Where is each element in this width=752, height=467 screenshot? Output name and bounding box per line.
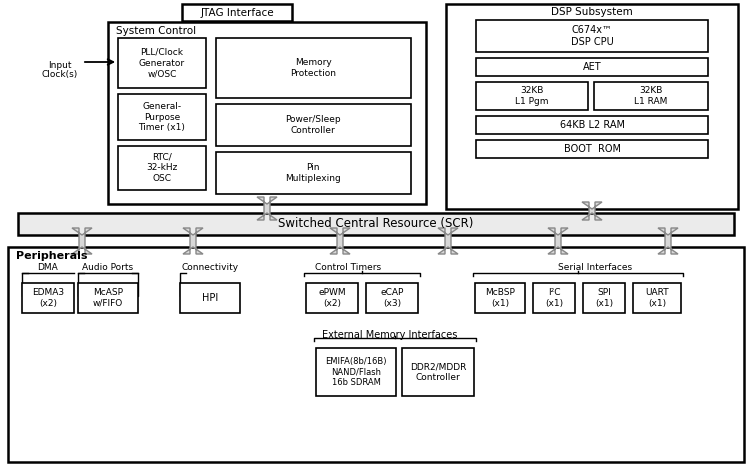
- Bar: [366, 283, 418, 313]
- Bar: [306, 283, 358, 313]
- Text: EMIFA(8b/16B)
NAND/Flash
16b SDRAM: EMIFA(8b/16B) NAND/Flash 16b SDRAM: [326, 357, 387, 387]
- Polygon shape: [548, 228, 568, 254]
- Text: 32KB
L1 Pgm: 32KB L1 Pgm: [515, 86, 549, 106]
- Text: System Control: System Control: [116, 26, 196, 36]
- Text: RTC/
32-kHz
OSC: RTC/ 32-kHz OSC: [147, 153, 177, 183]
- Text: C674x™
DSP CPU: C674x™ DSP CPU: [571, 25, 614, 47]
- Bar: [594, 82, 708, 110]
- Bar: [476, 58, 708, 76]
- Text: SPI
(x1): SPI (x1): [595, 288, 613, 308]
- Polygon shape: [257, 197, 277, 220]
- Bar: [583, 283, 625, 313]
- Bar: [118, 94, 206, 140]
- Text: Input: Input: [48, 62, 71, 71]
- Polygon shape: [582, 202, 602, 220]
- Bar: [22, 283, 74, 313]
- Text: Clock(s): Clock(s): [42, 70, 78, 78]
- Text: Peripherals: Peripherals: [16, 251, 87, 261]
- Bar: [316, 348, 396, 396]
- Bar: [216, 152, 411, 194]
- Bar: [475, 283, 525, 313]
- Bar: [476, 140, 708, 158]
- Bar: [8, 247, 744, 462]
- Bar: [476, 116, 708, 134]
- Text: DDR2/MDDR
Controller: DDR2/MDDR Controller: [410, 362, 466, 382]
- Text: McASP
w/FIFO: McASP w/FIFO: [93, 288, 123, 308]
- Bar: [476, 20, 708, 52]
- Bar: [533, 283, 575, 313]
- Polygon shape: [330, 228, 350, 254]
- Bar: [108, 22, 426, 204]
- Text: Serial Interfaces: Serial Interfaces: [558, 262, 632, 271]
- Polygon shape: [183, 228, 203, 254]
- Text: BOOT  ROM: BOOT ROM: [563, 144, 620, 154]
- Bar: [18, 213, 734, 235]
- Bar: [476, 82, 588, 110]
- Bar: [216, 104, 411, 146]
- Text: McBSP
(x1): McBSP (x1): [485, 288, 515, 308]
- Text: ePWM
(x2): ePWM (x2): [318, 288, 346, 308]
- Text: EDMA3
(x2): EDMA3 (x2): [32, 288, 64, 308]
- Text: General-
Purpose
Timer (x1): General- Purpose Timer (x1): [138, 102, 186, 132]
- Polygon shape: [658, 228, 678, 254]
- Text: UART
(x1): UART (x1): [645, 288, 669, 308]
- Bar: [118, 146, 206, 190]
- Polygon shape: [438, 228, 458, 254]
- Text: External Memory Interfaces: External Memory Interfaces: [323, 330, 458, 340]
- Text: 64KB L2 RAM: 64KB L2 RAM: [559, 120, 624, 130]
- Bar: [633, 283, 681, 313]
- Bar: [446, 4, 738, 209]
- Text: AET: AET: [583, 62, 602, 72]
- Text: Power/Sleep
Controller: Power/Sleep Controller: [285, 115, 341, 135]
- Text: Control Timers: Control Timers: [315, 262, 381, 271]
- Text: 32KB
L1 RAM: 32KB L1 RAM: [635, 86, 668, 106]
- Text: PLL/Clock
Generator
w/OSC: PLL/Clock Generator w/OSC: [139, 48, 185, 78]
- Text: DMA: DMA: [38, 262, 59, 271]
- Text: JTAG Interface: JTAG Interface: [200, 7, 274, 17]
- Text: Connectivity: Connectivity: [181, 262, 238, 271]
- Bar: [182, 4, 292, 21]
- Text: Audio Ports: Audio Ports: [83, 262, 134, 271]
- Bar: [118, 38, 206, 88]
- Text: eCAP
(x3): eCAP (x3): [381, 288, 404, 308]
- Bar: [78, 283, 138, 313]
- Bar: [180, 283, 240, 313]
- Polygon shape: [72, 228, 92, 254]
- Text: Switched Central Resource (SCR): Switched Central Resource (SCR): [278, 218, 474, 231]
- Text: HPI: HPI: [202, 293, 218, 303]
- Bar: [216, 38, 411, 98]
- Text: DSP Subsystem: DSP Subsystem: [551, 7, 633, 17]
- Text: I²C
(x1): I²C (x1): [545, 288, 563, 308]
- Text: Memory
Protection: Memory Protection: [290, 58, 336, 78]
- Bar: [402, 348, 474, 396]
- Text: Pin
Multiplexing: Pin Multiplexing: [285, 163, 341, 183]
